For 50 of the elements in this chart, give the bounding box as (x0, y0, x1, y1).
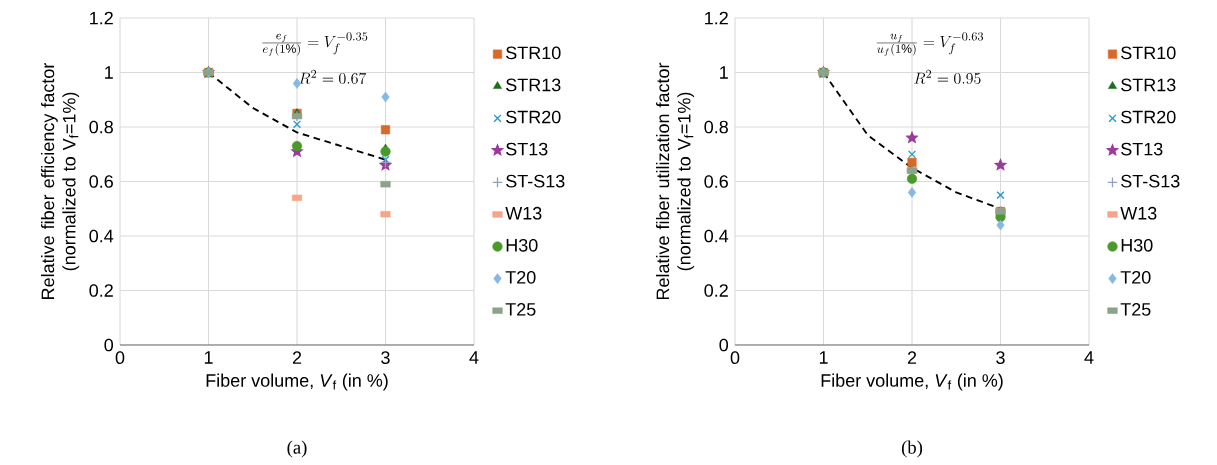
x-axis-title: Fiber volume, V$_{f}$ (in %) (206, 373, 388, 391)
text: (b) (901, 440, 923, 458)
legend-label: H30 (1121, 238, 1153, 252)
legend-label: STR20 (1121, 110, 1176, 124)
y-tick-label: 1.2 (705, 11, 728, 25)
legend-label: STR13 (1121, 78, 1176, 92)
legend-label: STR20 (506, 110, 561, 124)
annotation: $R^2=0.67$ (299, 69, 367, 84)
y-tick-label: 0 (104, 338, 114, 352)
y-tick-label: 0.6 (704, 175, 728, 188)
annotation: $R^2=0.95$ (914, 69, 981, 84)
legend-label: T25 (505, 303, 536, 316)
y-tick-label: 0.8 (89, 120, 113, 134)
legend-label: ST13 (1121, 142, 1163, 156)
legend-label: STR10 (1121, 46, 1176, 60)
legend-label: W13 (1120, 206, 1157, 220)
y-tick-label: 1 (720, 66, 728, 79)
y-tick-label: 0.2 (704, 284, 728, 297)
legend-label: STR10 (506, 46, 561, 60)
x-tick-label: 2 (292, 351, 302, 364)
legend-label: T25 (1120, 303, 1151, 316)
x-tick-label: 4 (1084, 351, 1094, 364)
x-tick-label: 0 (730, 351, 740, 364)
y-tick-label: 0.4 (704, 229, 729, 243)
legend-label: ST-S13 (506, 174, 565, 188)
y-tick-label: 0.4 (89, 229, 114, 243)
legend-label: H30 (506, 238, 538, 252)
legend-label: STR13 (506, 78, 561, 92)
x-tick-label: 2 (907, 351, 917, 364)
x-tick-label: 1 (204, 351, 213, 364)
x-tick-label: 0 (115, 351, 125, 364)
x-tick-label: 3 (381, 351, 390, 364)
legend-label: ST13 (506, 142, 548, 156)
legend-label: W13 (505, 206, 542, 220)
x-tick-label: 1 (819, 351, 828, 364)
text: (a) (287, 440, 307, 458)
annotation: $\frac{e_f}{e_f(1\%)}=V_f^{-0.35}$ (262, 32, 368, 56)
annotation: $\frac{u_f}{u_f(1\%)}=V_f^{-0.63}$ (876, 32, 984, 56)
x-axis-title: Fiber volume, V$_{f}$ (in %) (821, 373, 1003, 391)
y-tick-label: 1.2 (90, 11, 113, 25)
y-tick-label: 0 (719, 338, 729, 352)
y-tick-label: 0.8 (704, 120, 728, 134)
y-tick-label: 0.6 (89, 175, 113, 188)
legend-label: ST-S13 (1121, 174, 1180, 188)
legend-label: T20 (505, 270, 536, 284)
x-tick-label: 4 (469, 351, 479, 364)
y-tick-label: 0.2 (89, 284, 113, 297)
y-tick-label: 1 (105, 66, 113, 79)
x-tick-label: 3 (996, 351, 1005, 364)
legend-label: T20 (1120, 270, 1151, 284)
